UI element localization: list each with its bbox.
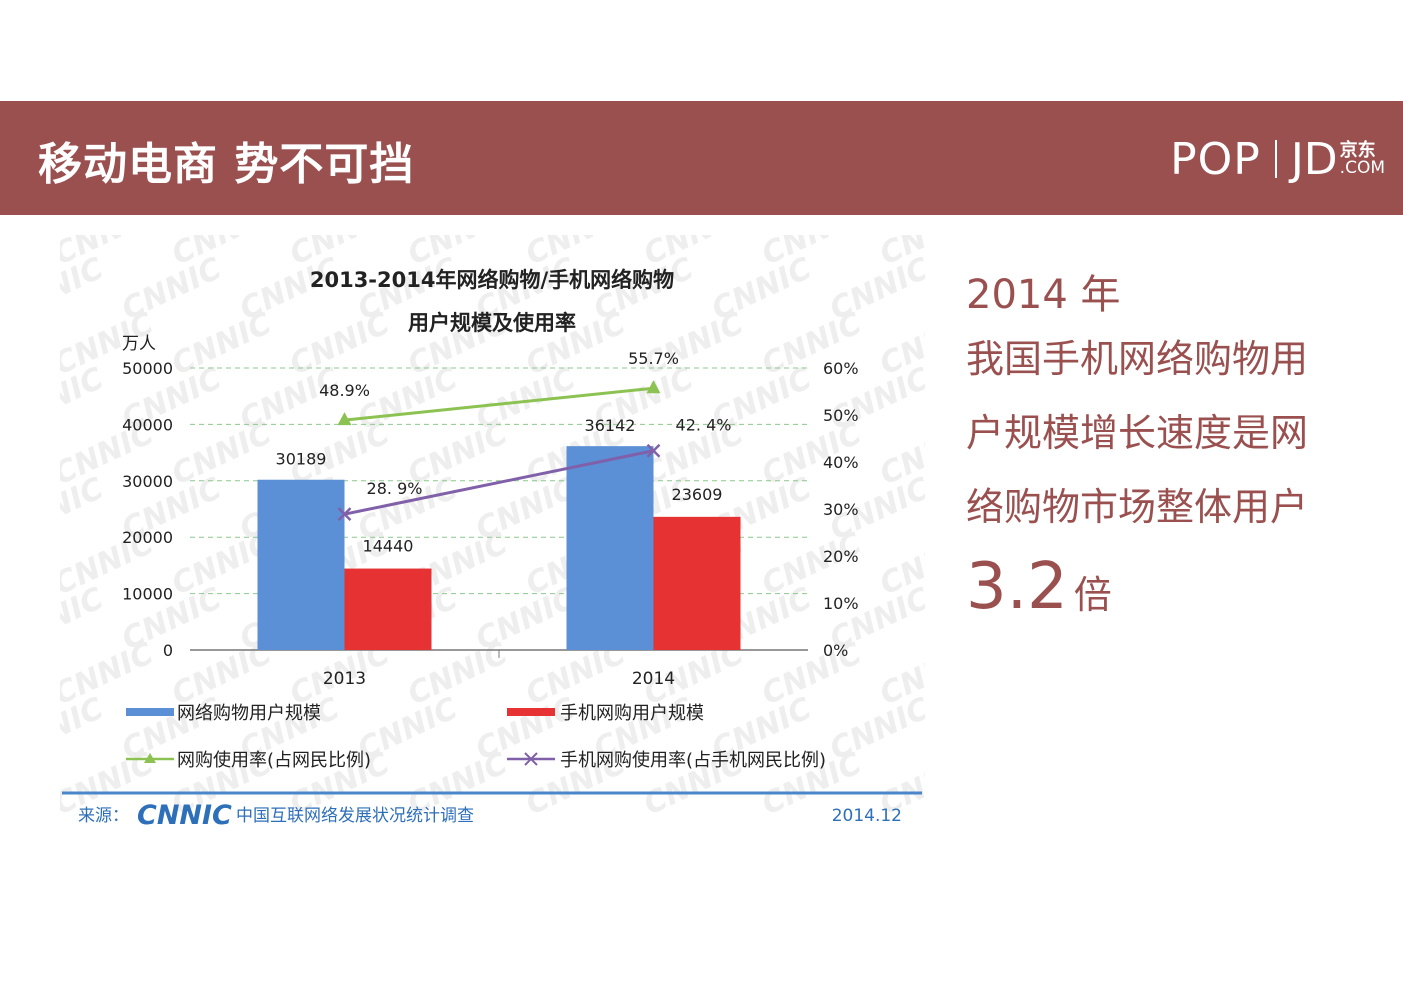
summary-line-1: 我国手机网络购物用	[966, 337, 1309, 381]
y2-tick-label: 0%	[823, 641, 848, 660]
brand-logo: POP JD 京东 .COM	[1170, 132, 1385, 186]
chart-title-line2: 用户规模及使用率	[408, 311, 576, 335]
point-online-rate	[337, 412, 352, 426]
bar-data-label: 23609	[672, 485, 723, 504]
watermark-text: CNNIC	[60, 471, 109, 547]
lines-layer: 48.9% 55.7% 28. 9% 42. 4%	[319, 349, 732, 522]
brand-jd-text: JD	[1290, 133, 1338, 185]
y2-tick-label: 20%	[823, 547, 859, 566]
rate-data-label: 55.7%	[628, 349, 679, 368]
y2-axis-ticks: 0% 10% 20% 30% 40% 50% 60%	[823, 359, 859, 660]
point-mobile-rate	[337, 507, 352, 522]
y2-tick-label: 60%	[823, 359, 859, 378]
chart-title-line1: 2013-2014年网络购物/手机网络购物	[310, 268, 674, 292]
watermark-text: CNNIC	[60, 251, 109, 327]
summary-line-3: 络购物市场整体用户	[966, 485, 1309, 529]
watermark-text: CNNIC	[757, 636, 867, 712]
line-online-rate	[344, 386, 654, 422]
summary-year: 2014 年	[966, 272, 1121, 318]
summary-multiple-unit: 倍	[1073, 573, 1112, 617]
y-tick-label: 40000	[122, 415, 173, 434]
summary-multiple: 3.2 倍	[966, 550, 1386, 624]
legend-marker-online-rate	[144, 753, 156, 763]
user-scale-chart: CNNIC CNNIC CNNIC CNNIC CNNIC CNNIC CNNIC CNNIC…	[0, 196, 1103, 831]
legend-label-mobile: 手机网购用户规模	[560, 703, 704, 724]
bar-data-label: 30189	[276, 450, 327, 469]
y-tick-label: 50000	[122, 359, 173, 378]
legend-swatch-mobile	[507, 708, 555, 716]
legend: 网络购物用户规模 手机网购用户规模 网购使用率(占网民比例) 手机网购使用率(占…	[126, 703, 826, 771]
brand-jd-cn: 京东	[1339, 139, 1376, 161]
watermark-text: CNNIC	[639, 306, 749, 382]
source-label: 来源：	[78, 806, 129, 826]
line-mobile-rate	[344, 449, 654, 516]
watermark-text: CNNIC	[60, 361, 109, 437]
point-online-rate	[646, 380, 661, 394]
rate-data-label: 42. 4%	[676, 416, 732, 435]
bar-online-2014	[566, 446, 654, 650]
y-tick-label: 10000	[122, 585, 173, 604]
watermark-text: CNNIC	[285, 306, 395, 382]
y-axis-ticks: 0 10000 20000 30000 40000 50000	[122, 359, 173, 660]
y2-tick-label: 30%	[823, 500, 859, 519]
bars-layer: 30189 36142 14440 23609	[257, 416, 741, 650]
watermark-text: CNNIC	[167, 306, 277, 382]
summary-multiple-number: 3.2	[966, 550, 1068, 624]
legend-label-mobile-rate: 手机网购使用率(占手机网民比例)	[560, 750, 826, 771]
brand-jd-sub: 京东 .COM	[1339, 139, 1385, 178]
source-text: 中国互联网络发展状况统计调查	[236, 806, 474, 826]
y-tick-label: 20000	[122, 528, 173, 547]
bar-mobile-2014	[653, 516, 741, 650]
bar-data-label: 14440	[363, 537, 414, 556]
y-axis-label: 万人	[122, 334, 156, 354]
page-title: 移动电商 势不可挡	[38, 139, 415, 190]
brand-pop-text: POP	[1170, 133, 1261, 185]
y2-tick-label: 40%	[823, 453, 859, 472]
x-tick-label: 2013	[323, 669, 366, 689]
x-tick-label: 2014	[632, 669, 675, 689]
cnnic-logo: CNNIC	[137, 800, 232, 831]
rate-data-label: 28. 9%	[367, 479, 423, 498]
bar-data-label: 36142	[585, 416, 636, 435]
legend-label-online-rate: 网购使用率(占网民比例)	[177, 750, 371, 771]
bar-mobile-2013	[344, 568, 432, 650]
bar-online-2013	[257, 479, 345, 650]
watermark-text: CNNIC	[60, 691, 109, 767]
title-banner	[0, 101, 1403, 215]
x-axis-ticks: 2013 2014	[323, 650, 675, 689]
brand-separator	[1274, 140, 1277, 178]
source-date: 2014.12	[832, 806, 902, 826]
brand-jd-com: .COM	[1339, 157, 1385, 178]
legend-marker-mobile-rate	[524, 752, 538, 766]
legend-swatch-online	[126, 708, 174, 716]
summary-panel: 2014 年 我国手机网络购物用 户规模增长速度是网 络购物市场整体用户 3.2…	[966, 268, 1386, 624]
watermark-text: CNNIC	[60, 581, 109, 657]
y-tick-label: 0	[163, 641, 173, 660]
rate-data-label: 48.9%	[319, 381, 370, 400]
point-mobile-rate	[646, 443, 661, 458]
y-tick-label: 30000	[122, 472, 173, 491]
chart-panel: CNNIC CNNIC CNNIC CNNIC CNNIC CNNIC CNNIC CNNIC…	[0, 196, 1103, 835]
y2-tick-label: 50%	[823, 406, 859, 425]
legend-label-online: 网络购物用户规模	[177, 703, 321, 724]
summary-line-2: 户规模增长速度是网	[966, 411, 1309, 455]
y2-tick-label: 10%	[823, 594, 859, 613]
